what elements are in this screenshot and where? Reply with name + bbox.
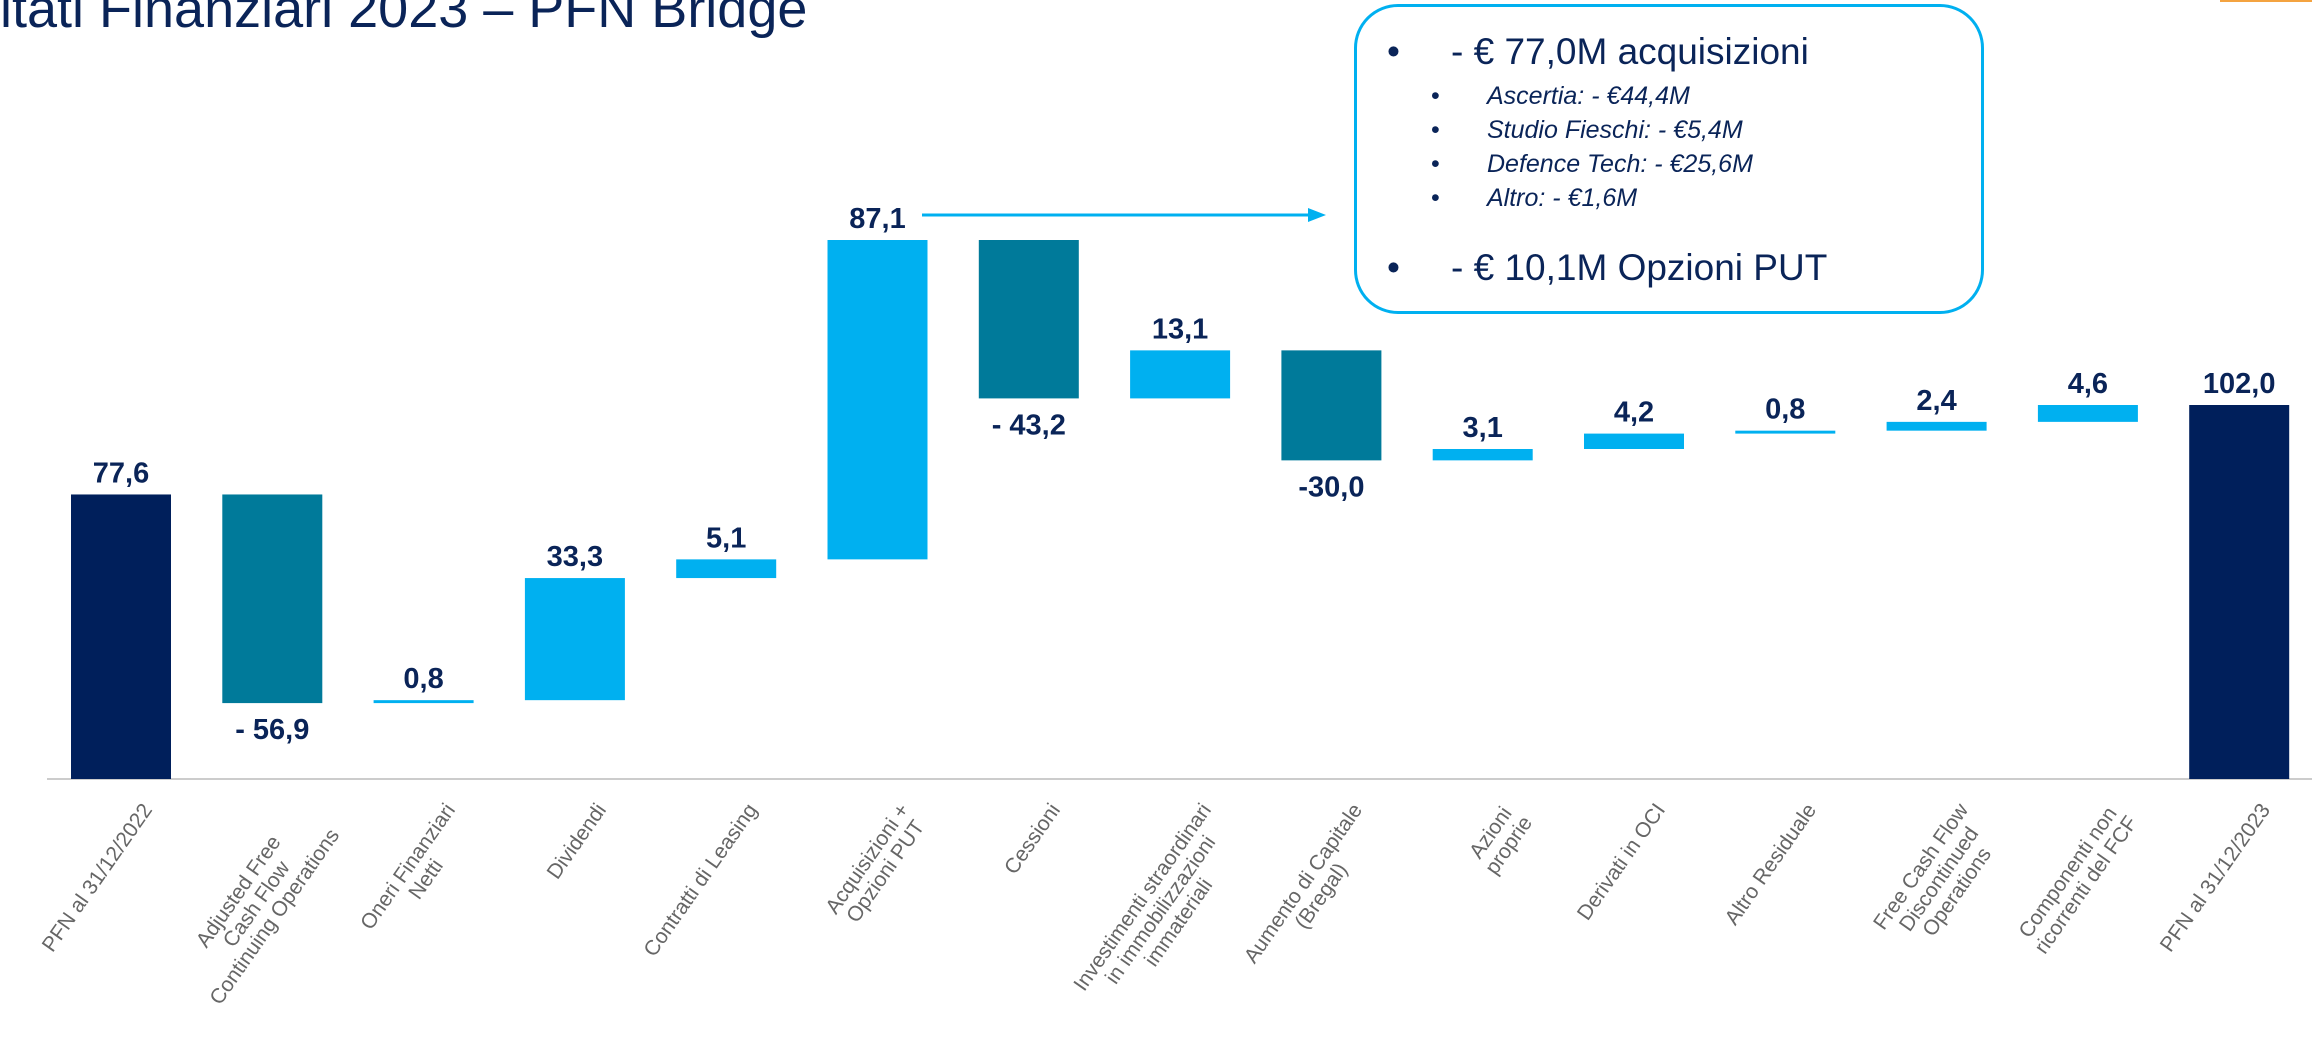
bar: [1886, 421, 1987, 431]
data-label: 13,1: [1152, 313, 1208, 345]
annotation-box: - € 77,0M acquisizioni Ascertia: - €44,4…: [1354, 4, 1984, 314]
data-label: 33,3: [547, 541, 603, 573]
data-label: 77,6: [93, 457, 149, 489]
bar: [1584, 433, 1684, 449]
data-label: 87,1: [849, 203, 905, 235]
data-label: -30,0: [1298, 471, 1364, 503]
bar: [676, 559, 777, 579]
annotation: - € 10,1M Opzioni PUT: [1387, 247, 1827, 289]
bar: [524, 578, 625, 701]
data-label: - 56,9: [235, 714, 309, 746]
data-label: - 43,2: [992, 409, 1066, 441]
bar: [222, 494, 323, 704]
annotation: - € 77,0M acquisizioni Ascertia: - €44,4…: [1387, 31, 1809, 215]
annotation-subitem: Ascertia: - €44,4M: [1431, 79, 1809, 113]
data-label: 2,4: [1916, 385, 1956, 417]
bar: [71, 494, 171, 779]
data-label: 102,0: [2203, 368, 2276, 400]
data-label: 5,1: [706, 522, 746, 554]
bar: [1735, 430, 1836, 434]
annotation-subitem: Defence Tech: - €25,6M: [1431, 147, 1809, 181]
decoration: [2220, 0, 2312, 2]
bar: [827, 240, 928, 560]
annotation-text: - € 10,1M Opzioni PUT: [1451, 247, 1828, 288]
bar: [1281, 350, 1382, 461]
annotation-list: Ascertia: - €44,4M Studio Fieschi: - €5,…: [1387, 79, 1809, 215]
annotation-subitem: Altro: - €1,6M: [1431, 181, 1809, 215]
bar: [1130, 350, 1231, 399]
bar: [978, 240, 1079, 399]
data-label: 4,2: [1614, 397, 1654, 429]
data-label: 0,8: [403, 663, 443, 695]
bar: [2037, 405, 2138, 422]
arrow-head: [1308, 208, 1326, 222]
bar: [373, 700, 474, 704]
chart-title: ltati Finanziari 2023 – PFN Bridge: [0, 0, 808, 39]
data-label: 3,1: [1463, 412, 1503, 444]
data-label: 4,6: [2068, 368, 2108, 400]
bar: [1432, 449, 1533, 461]
annotation-text: - € 77,0M acquisizioni: [1451, 31, 1809, 72]
bar: [2189, 405, 2290, 779]
annotation-subitem: Studio Fieschi: - €5,4M: [1431, 113, 1809, 147]
data-label: 0,8: [1765, 394, 1805, 426]
